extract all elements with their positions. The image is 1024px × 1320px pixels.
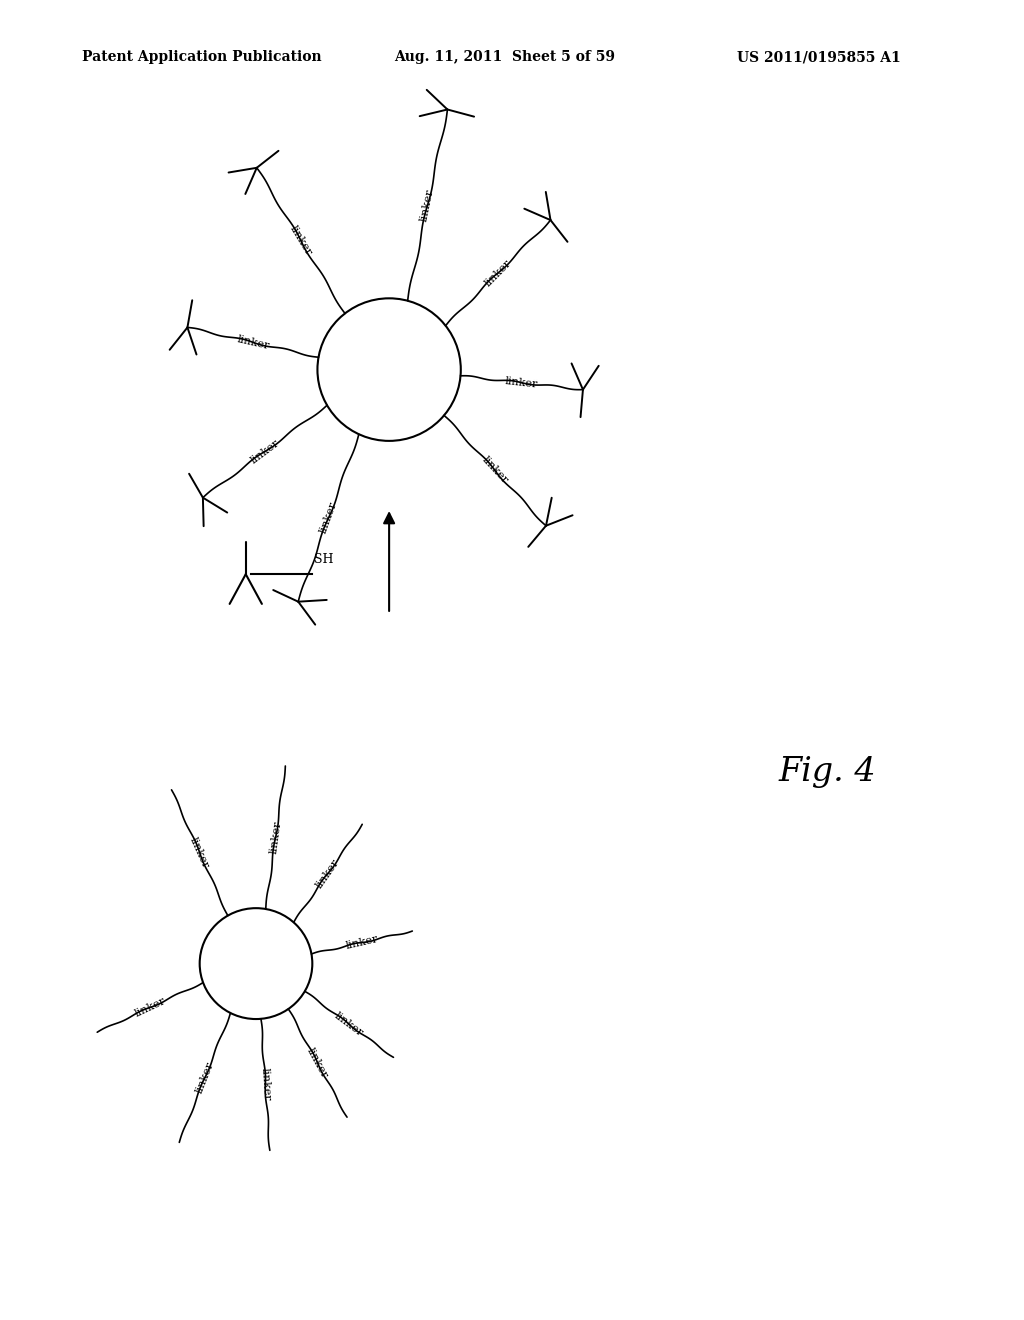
Text: Aug. 11, 2011  Sheet 5 of 59: Aug. 11, 2011 Sheet 5 of 59 <box>394 50 615 65</box>
Text: linker: linker <box>288 224 313 257</box>
Text: SH: SH <box>314 553 334 566</box>
Text: linker: linker <box>505 376 539 389</box>
Text: linker: linker <box>268 821 283 854</box>
Text: linker: linker <box>419 187 436 222</box>
Text: linker: linker <box>314 857 341 890</box>
Text: linker: linker <box>480 455 510 486</box>
Text: linker: linker <box>249 437 282 466</box>
Text: linker: linker <box>236 334 270 351</box>
Text: US 2011/0195855 A1: US 2011/0195855 A1 <box>737 50 901 65</box>
Text: linker: linker <box>318 500 339 535</box>
Text: linker: linker <box>195 1060 216 1094</box>
Text: linker: linker <box>483 257 513 288</box>
Text: linker: linker <box>345 935 379 950</box>
Text: Fig. 4: Fig. 4 <box>778 756 876 788</box>
Text: Patent Application Publication: Patent Application Publication <box>82 50 322 65</box>
Text: linker: linker <box>133 995 167 1019</box>
Text: linker: linker <box>305 1047 330 1080</box>
Text: linker: linker <box>259 1068 271 1101</box>
Text: linker: linker <box>188 836 211 870</box>
Text: linker: linker <box>333 1010 366 1039</box>
